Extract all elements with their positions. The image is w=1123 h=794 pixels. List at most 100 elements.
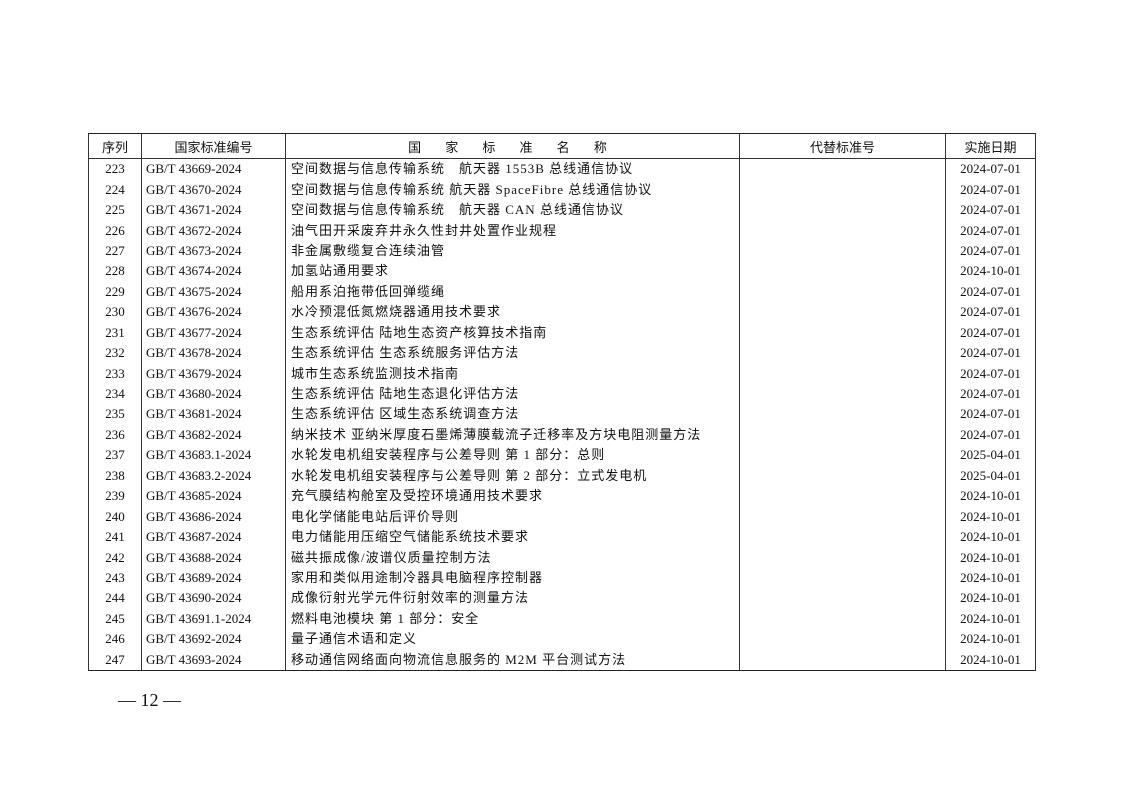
standard-number-cell: GB/T 43675-2024 [141,281,286,303]
standard-name-cell: 水轮发电机组安装程序与公差导则 第 1 部分：总则 [285,445,740,466]
replaced-standard-cell [739,342,946,364]
table-header-row: 序列 国家标准编号 国 家 标 准 名 称 代替标准号 实施日期 [88,133,1036,159]
date-cell: 2025-04-01 [945,465,1036,486]
standard-name-cell: 水轮发电机组安装程序与公差导则 第 2 部分：立式发电机 [285,465,740,486]
standard-name-cell: 空间数据与信息传输系统 航天器 SpaceFibre 总线通信协议 [285,179,740,200]
standard-number-cell: GB/T 43683.1-2024 [141,445,286,466]
standard-number-cell: GB/T 43673-2024 [141,240,286,262]
replaced-standard-cell [739,608,946,630]
table-row: 239 GB/T 43685-2024 充气膜结构舱室及受控环境通用技术要求 2024… [88,486,1036,507]
index-cell: 227 [88,240,142,262]
date-cell: 2024-07-01 [945,158,1036,180]
replaced-standard-cell [739,629,946,650]
index-cell: 226 [88,220,142,241]
date-cell: 2024-07-01 [945,179,1036,200]
standard-number-cell: GB/T 43672-2024 [141,220,286,241]
replaced-standard-cell [739,506,946,527]
table-row: 243 GB/T 43689-2024 家用和类似用途制冷器具电脑程序控制器 2024… [88,567,1036,589]
standard-number-cell: GB/T 43693-2024 [141,649,286,671]
date-cell: 2024-10-01 [945,588,1036,609]
standard-name-cell: 船用系泊拖带低回弹缆绳 [285,281,740,303]
header-implementation-date: 实施日期 [945,133,1036,159]
index-cell: 223 [88,158,142,180]
standard-name-cell: 生态系统评估 陆地生态退化评估方法 [285,383,740,405]
index-cell: 241 [88,526,142,548]
table-row: 230 GB/T 43676-2024 水冷预混低氮燃烧器通用技术要求 2024-07… [88,302,1036,323]
date-cell: 2024-10-01 [945,526,1036,548]
date-cell: 2024-07-01 [945,199,1036,221]
standard-name-cell: 油气田开采废弃井永久性封井处置作业规程 [285,220,740,241]
standard-number-cell: GB/T 43682-2024 [141,424,286,446]
date-cell: 2024-10-01 [945,506,1036,527]
table-row: 232 GB/T 43678-2024 生态系统评估 生态系统服务评估方法 2024-… [88,342,1036,364]
index-cell: 244 [88,588,142,609]
replaced-standard-cell [739,567,946,589]
index-cell: 245 [88,608,142,630]
replaced-standard-cell [739,158,946,180]
date-cell: 2024-07-01 [945,281,1036,303]
standard-name-cell: 家用和类似用途制冷器具电脑程序控制器 [285,567,740,589]
index-cell: 240 [88,506,142,527]
date-cell: 2024-07-01 [945,302,1036,323]
replaced-standard-cell [739,547,946,568]
table-row: 228 GB/T 43674-2024 加氢站通用要求 2024-10-01 [88,261,1036,282]
table-row: 229 GB/T 43675-2024 船用系泊拖带低回弹缆绳 2024-07-01 [88,281,1036,303]
index-cell: 247 [88,649,142,671]
table-row: 246 GB/T 43692-2024 量子通信术语和定义 2024-10-01 [88,629,1036,650]
page-number: — 12 — [118,690,181,710]
standard-number-cell: GB/T 43688-2024 [141,547,286,568]
header-standard-name: 国 家 标 准 名 称 [285,133,740,159]
table-row: 226 GB/T 43672-2024 油气田开采废弃井永久性封井处置作业规程 202… [88,220,1036,241]
index-cell: 246 [88,629,142,650]
standard-number-cell: GB/T 43683.2-2024 [141,465,286,486]
standard-name-cell: 加氢站通用要求 [285,261,740,282]
date-cell: 2024-10-01 [945,547,1036,568]
standard-name-cell: 城市生态系统监测技术指南 [285,363,740,384]
replaced-standard-cell [739,526,946,548]
index-cell: 224 [88,179,142,200]
replaced-standard-cell [739,281,946,303]
standard-name-cell: 水冷预混低氮燃烧器通用技术要求 [285,302,740,323]
date-cell: 2024-10-01 [945,649,1036,671]
standard-number-cell: GB/T 43676-2024 [141,302,286,323]
table-row: 224 GB/T 43670-2024 空间数据与信息传输系统 航天器 SpaceF… [88,179,1036,200]
date-cell: 2024-07-01 [945,322,1036,343]
standard-name-cell: 非金属敷缆复合连续油管 [285,240,740,262]
table-row: 240 GB/T 43686-2024 电化学储能电站后评价导则 2024-10-01 [88,506,1036,527]
replaced-standard-cell [739,424,946,446]
date-cell: 2024-10-01 [945,629,1036,650]
date-cell: 2024-07-01 [945,383,1036,405]
standard-number-cell: GB/T 43677-2024 [141,322,286,343]
standard-name-cell: 生态系统评估 生态系统服务评估方法 [285,342,740,364]
standard-number-cell: GB/T 43671-2024 [141,199,286,221]
standard-number-cell: GB/T 43685-2024 [141,486,286,507]
index-cell: 242 [88,547,142,568]
index-cell: 231 [88,322,142,343]
standard-name-cell: 空间数据与信息传输系统 航天器 CAN 总线通信协议 [285,199,740,221]
table-row: 225 GB/T 43671-2024 空间数据与信息传输系统 航天器 CAN 总线… [88,199,1036,221]
standard-name-cell: 量子通信术语和定义 [285,629,740,650]
table-row: 241 GB/T 43687-2024 电力储能用压缩空气储能系统技术要求 2024-… [88,526,1036,548]
index-cell: 235 [88,404,142,425]
standard-number-cell: GB/T 43679-2024 [141,363,286,384]
date-cell: 2024-07-01 [945,220,1036,241]
table-row: 244 GB/T 43690-2024 成像衍射光学元件衍射效率的测量方法 2024-… [88,588,1036,609]
standard-name-cell: 移动通信网络面向物流信息服务的 M2M 平台测试方法 [285,649,740,671]
table-row: 236 GB/T 43682-2024 纳米技术 亚纳米厚度石墨烯薄膜载流子迁移率及… [88,424,1036,446]
standard-name-cell: 生态系统评估 陆地生态资产核算技术指南 [285,322,740,343]
index-cell: 243 [88,567,142,589]
standard-number-cell: GB/T 43669-2024 [141,158,286,180]
standard-number-cell: GB/T 43689-2024 [141,567,286,589]
standard-number-cell: GB/T 43681-2024 [141,404,286,425]
replaced-standard-cell [739,486,946,507]
standard-number-cell: GB/T 43690-2024 [141,588,286,609]
standard-number-cell: GB/T 43686-2024 [141,506,286,527]
date-cell: 2024-07-01 [945,240,1036,262]
table-row: 242 GB/T 43688-2024 磁共振成像/波谱仪质量控制方法 2024-10… [88,547,1036,568]
table-row: 238 GB/T 43683.2-2024 水轮发电机组安装程序与公差导则 第 2 … [88,465,1036,486]
standard-name-cell: 纳米技术 亚纳米厚度石墨烯薄膜载流子迁移率及方块电阻测量方法 [285,424,740,446]
header-standard-number: 国家标准编号 [141,133,286,159]
index-cell: 234 [88,383,142,405]
replaced-standard-cell [739,649,946,671]
standards-table: 序列 国家标准编号 国 家 标 准 名 称 代替标准号 实施日期 223 GB/T… [88,133,1036,671]
